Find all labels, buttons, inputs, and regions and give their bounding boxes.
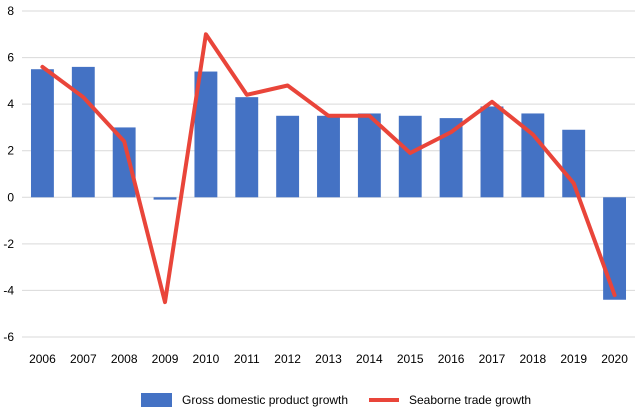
x-tick-label-2008: 2008 [111,352,138,366]
bar-gdp-2012 [276,115,300,198]
x-tick-label-2011: 2011 [234,352,260,366]
x-tick-label-2019: 2019 [560,352,587,366]
x-tick-label-2017: 2017 [479,352,506,366]
y-tick-label-0: -6 [3,330,14,344]
bar-gdp-2010 [194,71,218,198]
seaborne-line [40,32,617,305]
bar-gdp-2020 [603,197,627,300]
x-tick-label-2009: 2009 [152,352,179,366]
gdp-bars [30,66,627,300]
bar-gdp-2009 [153,197,177,200]
y-tick-label-7: 8 [7,4,14,18]
line-seaborne [40,32,617,305]
y-tick-label-5: 4 [7,97,14,111]
bar-gdp-2008 [112,127,136,198]
bar-gdp-2016 [439,118,463,198]
x-tick-label-2018: 2018 [519,352,546,366]
bar-gdp-2013 [317,115,340,198]
x-tick-label-2013: 2013 [315,352,342,366]
bar-gdp-2014 [357,113,381,198]
y-tick-label-6: 6 [7,51,14,65]
x-tick-label-2016: 2016 [438,352,465,366]
x-axis-ticks: 2006 2007 2008 2009 2010 2011 2012 2013 2014 2015… [29,352,628,366]
bar-gdp-2018 [521,113,545,198]
x-tick-label-2012: 2012 [274,352,301,366]
bar-gdp-2015 [398,115,422,198]
legend-label-seaborne: Seaborne trade growth [409,393,531,407]
bar-gdp-2007 [71,66,95,198]
y-tick-label-1: -4 [3,283,14,297]
y-tick-label-4: 2 [7,144,14,158]
x-tick-label-2020: 2020 [601,352,628,366]
legend-swatch-gdp [141,393,172,407]
x-tick-label-2006: 2006 [29,352,56,366]
legend-label-gdp: Gross domestic product growth [182,393,348,407]
x-tick-label-2007: 2007 [70,352,97,366]
legend: Gross domestic product growth Seaborne t… [141,393,531,407]
bar-gdp-2006 [30,69,54,198]
y-tick-label-2: -2 [3,237,14,251]
x-tick-label-2014: 2014 [356,352,383,366]
bar-gdp-2011 [235,97,259,198]
bar-gdp-2017 [480,106,504,198]
bar-gdp-2019 [562,129,586,198]
y-tick-label-3: 0 [7,190,14,204]
x-tick-label-2010: 2010 [193,352,220,366]
y-axis-ticks: -6 -4 -2 0 2 4 6 8 [3,4,14,344]
x-tick-label-2015: 2015 [397,352,424,366]
